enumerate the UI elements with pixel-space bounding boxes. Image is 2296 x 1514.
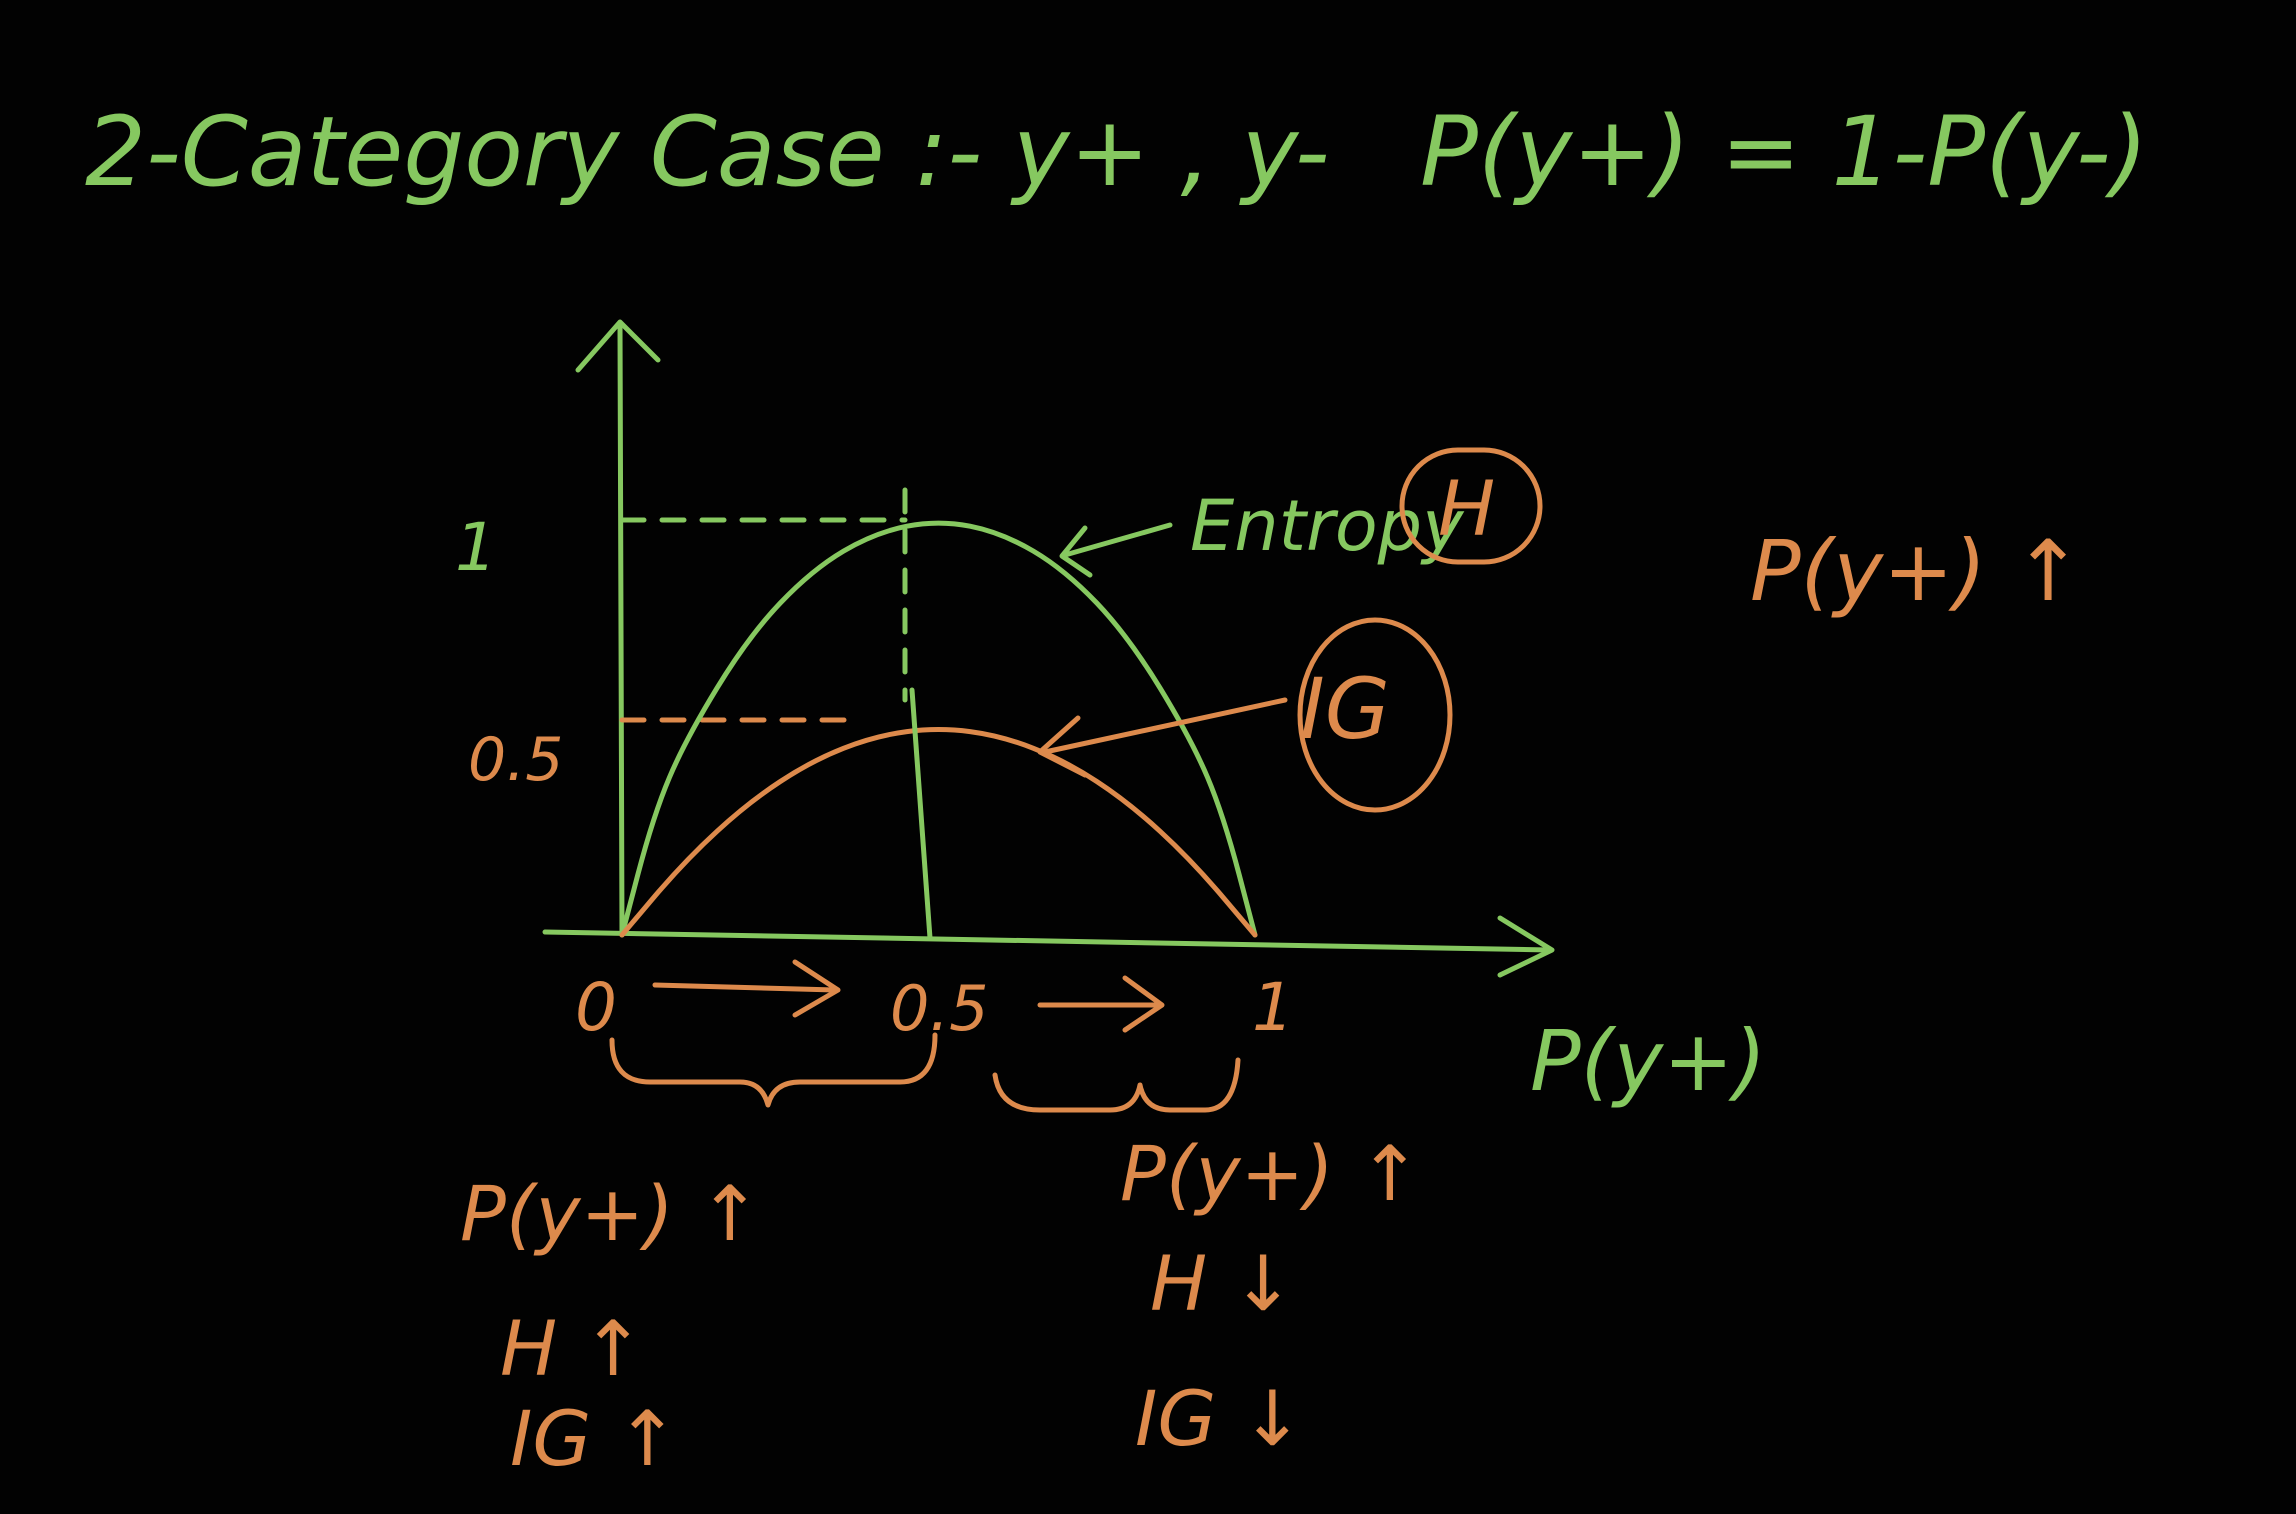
side-note: P(y+) ↑ xyxy=(1750,522,2083,620)
gini-pointer-icon xyxy=(1042,697,1288,755)
gini-curve xyxy=(619,727,1258,938)
right-note-gini: IG ↓ xyxy=(1135,1374,1304,1463)
gini-pointer-head-icon xyxy=(1037,715,1088,778)
x-tick-label-0: 0 xyxy=(575,969,617,1046)
left-note-probability: P(y+) ↑ xyxy=(460,1169,762,1258)
right-arrow-head-icon xyxy=(792,959,841,1018)
y-axis xyxy=(617,322,625,938)
right-note-entropy: H ↓ xyxy=(1150,1239,1295,1328)
region-markers xyxy=(609,959,1241,1113)
x-tick-label-0-5: 0.5 xyxy=(890,972,989,1045)
left-brace-icon xyxy=(609,1032,938,1108)
plot-area xyxy=(619,520,1258,941)
entropy-label: Entropy xyxy=(1190,485,1465,567)
guide-lines xyxy=(619,487,908,723)
entropy-pointer-head-icon xyxy=(1059,525,1093,578)
probability-relation: P(y+) = 1-P(y-) xyxy=(1420,96,2148,208)
right-arrow-head-icon xyxy=(1122,975,1165,1033)
y-tick-label-1: 1 xyxy=(455,509,497,586)
right-region-notes: P(y+) ↑ H ↓ IG ↓ xyxy=(1120,1129,1422,1463)
entropy-callout: Entropy H xyxy=(1059,447,1543,578)
x-axis-arrow-icon xyxy=(1497,915,1555,978)
case-title: 2-Category Case :- y+ , y- xyxy=(85,96,1330,208)
left-note-gini: IG ↑ xyxy=(510,1394,679,1483)
axes xyxy=(542,319,1555,978)
entropy-pointer-icon xyxy=(1062,522,1173,558)
y-axis-arrow-icon xyxy=(575,319,661,373)
entropy-curve xyxy=(619,520,1258,938)
entropy-symbol-badge xyxy=(1399,447,1543,565)
entropy-symbol: H xyxy=(1438,464,1495,553)
left-note-entropy: H ↑ xyxy=(500,1304,645,1393)
x-axis xyxy=(542,929,1553,953)
gini-callout: IG xyxy=(1037,617,1453,813)
right-arrow-icon xyxy=(652,982,838,993)
x-axis-label: P(y+) xyxy=(1530,1012,1766,1110)
right-brace-icon xyxy=(992,1057,1241,1113)
x-tick-label-1: 1 xyxy=(1252,969,1294,1046)
y-tick-label-0-5: 0.5 xyxy=(468,725,563,795)
gini-symbol: IG xyxy=(1300,660,1390,758)
left-region-notes: P(y+) ↑ H ↑ IG ↑ xyxy=(460,1169,762,1483)
half-marker-line xyxy=(909,687,933,941)
gini-symbol-badge xyxy=(1297,617,1453,813)
right-note-probability: P(y+) ↑ xyxy=(1120,1129,1422,1218)
